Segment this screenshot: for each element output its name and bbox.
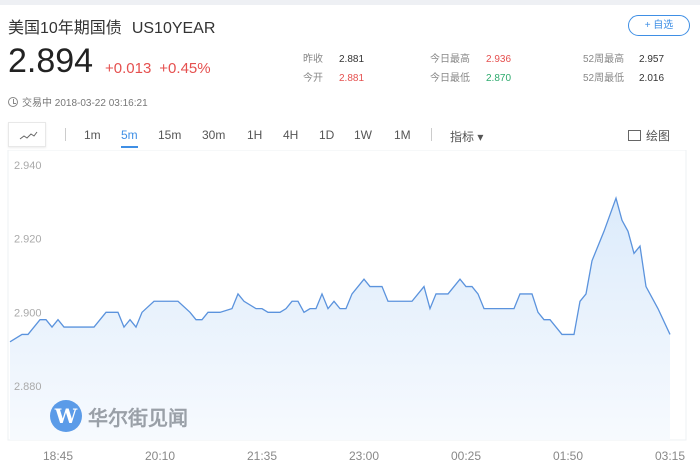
stat-1: 今开 2.881 <box>303 69 364 84</box>
indicators-dropdown[interactable]: 指标 ▾ <box>450 130 484 144</box>
divider <box>431 128 432 141</box>
change-value: +0.013 <box>105 60 152 77</box>
draw-button[interactable]: 绘图 <box>628 127 670 144</box>
draw-label: 绘图 <box>646 129 671 143</box>
price-chart[interactable]: 2.940 2.920 2.900 2.880 18:45 20:10 21:35 23:00… <box>0 150 700 471</box>
instrument-title: 美国10年期国债 US10YEAR <box>8 14 215 38</box>
y-tick-label: 2.900 <box>14 307 42 319</box>
add-watchlist-button[interactable]: + 自选 <box>628 15 690 36</box>
tab-1H[interactable]: 1H <box>247 128 263 142</box>
x-tick-label: 00:25 <box>451 449 481 463</box>
stat-3: 今日最低 2.870 <box>430 69 511 84</box>
tab-1W[interactable]: 1W <box>354 128 372 142</box>
last-price: 2.894 <box>8 42 94 80</box>
stat-label: 昨收 <box>303 54 323 65</box>
tab-30m[interactable]: 30m <box>202 128 226 142</box>
stat-value: 2.881 <box>339 54 365 65</box>
chart-toolbar: 1m 5m 15m 30m 1H 4H 1D 1W 1M 指标 ▾ 绘图 <box>8 122 692 150</box>
clock-icon <box>8 96 18 107</box>
tab-1M[interactable]: 1M <box>394 128 411 142</box>
stat-value: 2.881 <box>339 73 365 84</box>
tab-1m[interactable]: 1m <box>84 128 101 142</box>
tab-5m[interactable]: 5m <box>121 128 138 148</box>
change-percent: +0.45% <box>159 60 211 77</box>
divider <box>65 128 66 141</box>
price-change: +0.013 +0.45% <box>105 60 219 77</box>
watermark-text: 华尔街见闻 <box>88 405 188 430</box>
x-tick-label: 03:15 <box>655 449 685 463</box>
stat-2: 今日最高 2.936 <box>430 50 511 65</box>
line-chart-icon <box>19 131 38 140</box>
y-tick-label: 2.940 <box>14 160 42 172</box>
stat-value: 2.936 <box>486 54 512 65</box>
line-chart-toggle[interactable] <box>8 122 46 147</box>
instrument-code: US10YEAR <box>131 20 216 37</box>
x-tick-label: 21:35 <box>247 449 277 463</box>
x-tick-label: 18:45 <box>43 449 73 463</box>
draw-icon <box>628 130 641 141</box>
y-tick-label: 2.920 <box>14 234 42 246</box>
stat-label: 52周最低 <box>583 73 625 84</box>
tab-4H[interactable]: 4H <box>283 128 299 142</box>
stat-label: 今开 <box>303 73 323 84</box>
y-tick-label: 2.880 <box>14 381 42 393</box>
stat-value: 2.870 <box>486 73 512 84</box>
tab-1D[interactable]: 1D <box>319 128 335 142</box>
status-time: 交易中 2018-03-22 03:16:21 <box>22 98 148 109</box>
x-tick-label: 01:50 <box>553 449 583 463</box>
instrument-name: 美国10年期国债 <box>8 20 122 37</box>
wallstreetcn-logo-icon: W <box>50 400 82 432</box>
watermark-logo: W 华尔街见闻 <box>50 400 188 432</box>
price-area <box>10 198 670 440</box>
x-tick-label: 23:00 <box>349 449 379 463</box>
x-tick-label: 20:10 <box>145 449 175 463</box>
top-bar <box>0 0 700 5</box>
stat-0: 昨收 2.881 <box>303 50 364 65</box>
stat-label: 今日最低 <box>430 73 470 84</box>
trading-status: 交易中 2018-03-22 03:16:21 <box>8 94 148 109</box>
stat-value: 2.957 <box>639 54 665 65</box>
stat-value: 2.016 <box>639 73 665 84</box>
stat-label: 今日最高 <box>430 54 470 65</box>
stat-4: 52周最高 2.957 <box>583 50 664 65</box>
price-line <box>9 195 671 343</box>
stat-label: 52周最高 <box>583 54 625 65</box>
stat-5: 52周最低 2.016 <box>583 69 664 84</box>
tab-15m[interactable]: 15m <box>158 128 182 142</box>
